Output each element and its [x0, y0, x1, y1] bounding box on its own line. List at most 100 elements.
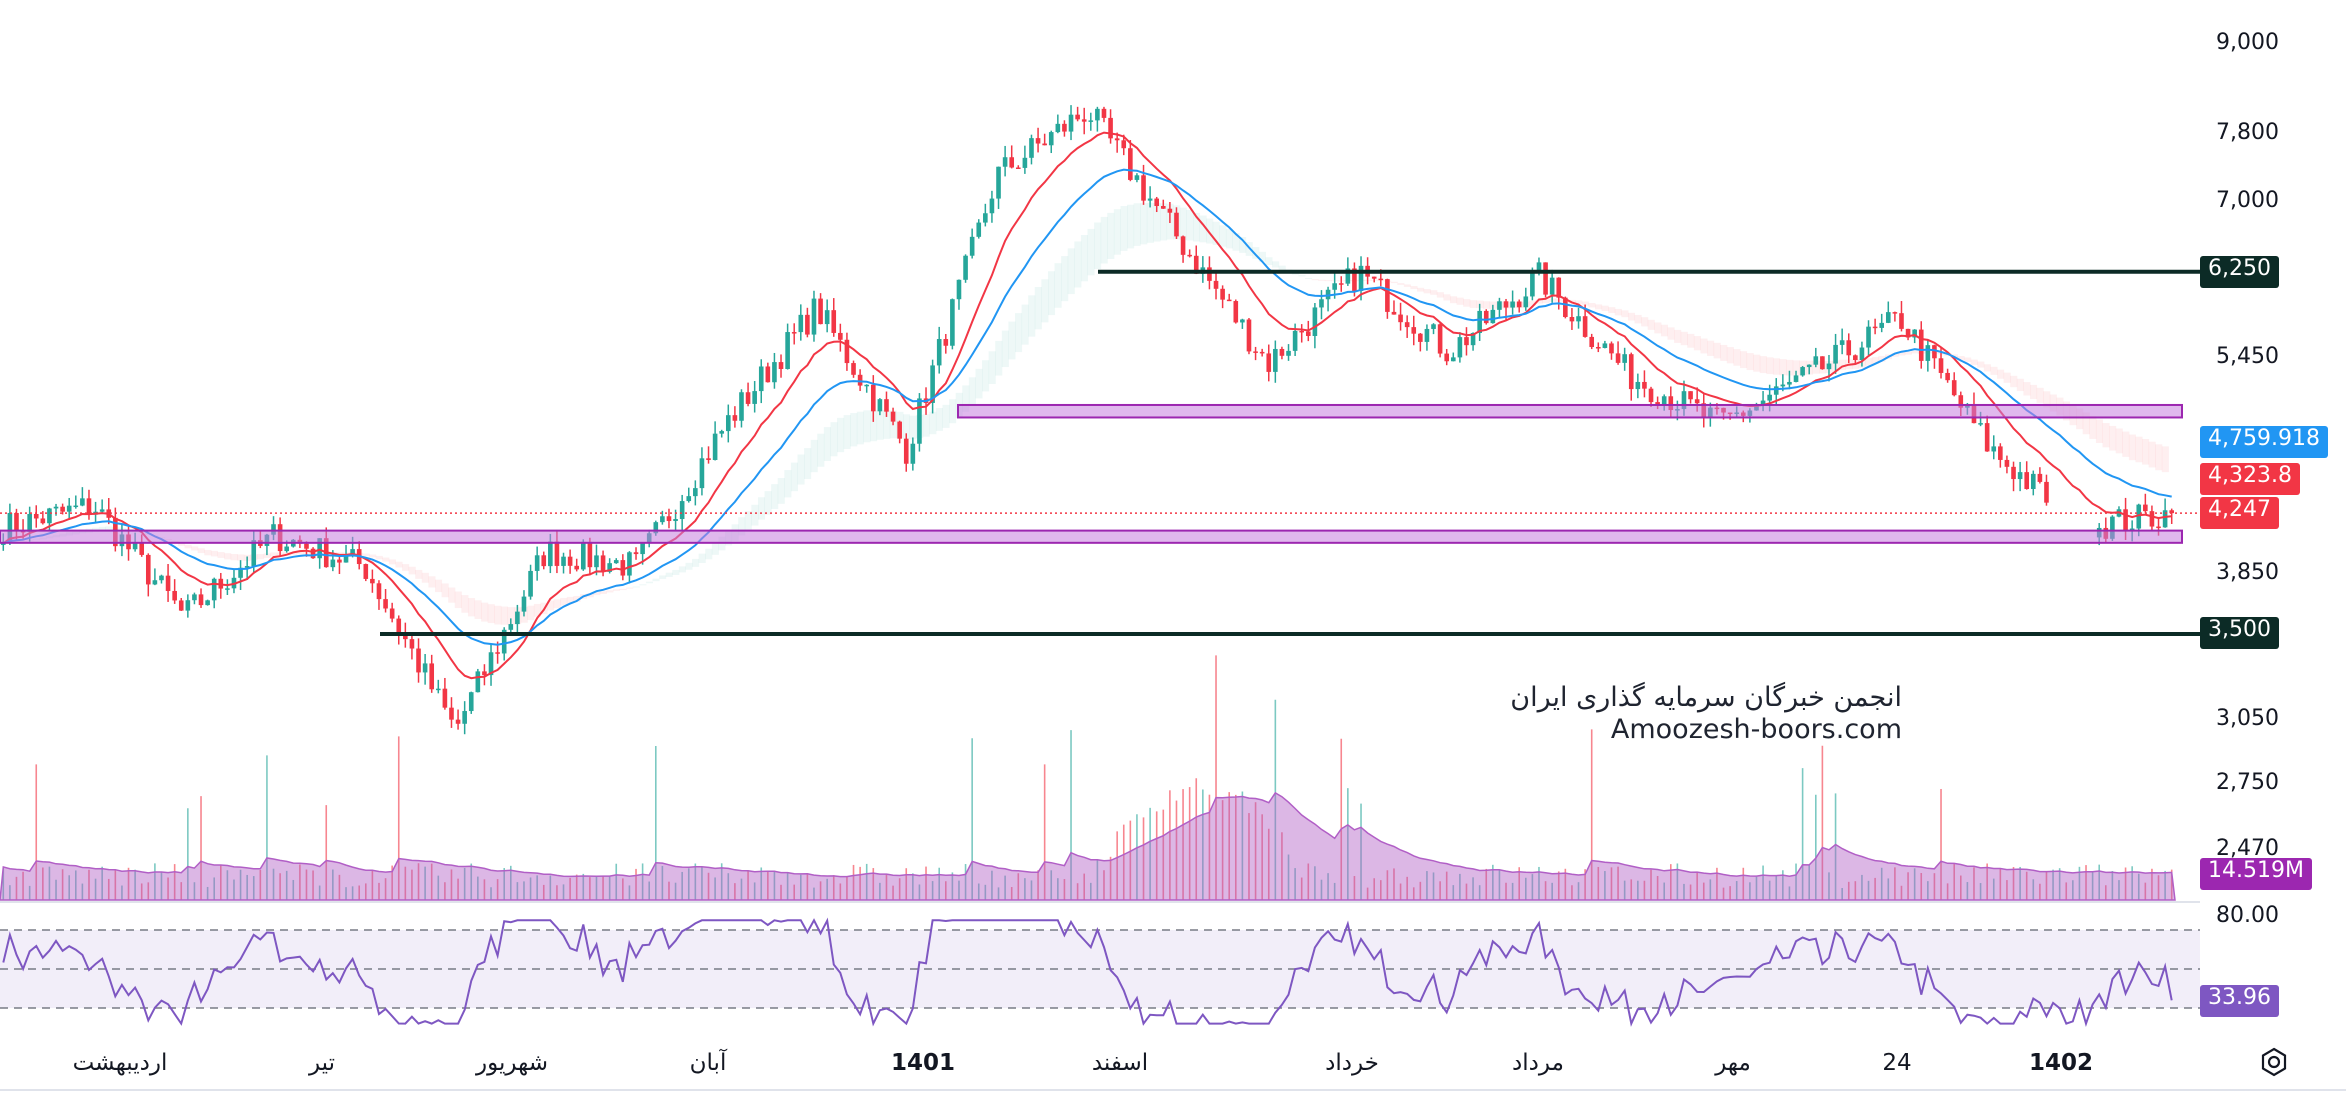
candle-body [66, 505, 72, 512]
cloud-segment [1272, 261, 1280, 268]
cloud-segment [1997, 369, 2005, 379]
cloud-segment [2155, 444, 2163, 471]
candle-body [1418, 333, 1423, 342]
cloud-segment [1041, 279, 1049, 323]
cloud-segment [454, 591, 462, 609]
cloud-segment [1575, 300, 1583, 304]
price-axis-label: 5,450 [2216, 344, 2279, 369]
cloud-segment [1212, 221, 1220, 246]
cloud-segment [1021, 304, 1029, 345]
candle-body [2110, 516, 2115, 539]
cloud-segment [2148, 441, 2156, 468]
cloud-segment [2122, 431, 2130, 457]
cloud-segment [560, 597, 568, 606]
cloud-segment [1614, 308, 1622, 316]
candle-body [1101, 108, 1107, 118]
cloud-segment [1232, 233, 1240, 251]
candle-body [1233, 301, 1239, 323]
candle-body [1029, 138, 1034, 158]
horizontal-levels[interactable] [0, 269, 2200, 636]
candle-body [455, 719, 461, 724]
cloud-segment [105, 526, 113, 531]
candle-body [488, 652, 494, 676]
cloud-segment [487, 604, 495, 624]
candle-body [739, 392, 744, 421]
cloud-segment [1627, 312, 1636, 321]
candle-body [1279, 348, 1285, 356]
cloud-segment [1199, 215, 1207, 243]
cloud-segment [1983, 364, 1991, 372]
cloud-segment [2161, 446, 2169, 473]
cloud-segment [1535, 299, 1543, 304]
candle-body [1615, 353, 1621, 363]
candle-body [1424, 328, 1430, 342]
candle-body [1925, 345, 1931, 361]
candle-body [310, 548, 316, 559]
candle-body [73, 505, 79, 508]
candle-body [1668, 396, 1674, 411]
candle-body [1556, 277, 1562, 298]
price-axis-label: 9,000 [2216, 30, 2279, 55]
candle-body [1121, 140, 1127, 149]
candle-body [1246, 319, 1252, 352]
candle-body [805, 314, 810, 335]
candle-body [1879, 322, 1885, 328]
cloud-segment [626, 587, 634, 589]
candle-body [976, 222, 982, 237]
cloud-segment [1443, 294, 1451, 301]
cloud-segment [1127, 204, 1135, 249]
candle-body [686, 496, 692, 502]
cloud-segment [1634, 314, 1642, 324]
cloud-segment [2115, 428, 2123, 454]
level-low-tag[interactable]: 3,500 [2200, 617, 2279, 649]
settings-icon[interactable] [2258, 1046, 2290, 1078]
candle-body [1853, 355, 1858, 360]
candle-body [1226, 299, 1232, 302]
cloud-segment [652, 578, 660, 582]
cloud-segment [1595, 304, 1603, 310]
candle-body [864, 384, 870, 387]
candle-body [778, 362, 784, 370]
candle-body [1846, 340, 1852, 356]
candle-body [152, 580, 158, 585]
candle-body [1661, 396, 1667, 406]
candle-body [930, 365, 935, 403]
cloud-segment [982, 360, 990, 392]
candle-body [1820, 356, 1825, 370]
candle-body [627, 552, 632, 576]
cloud-segment [1311, 279, 1319, 281]
candle-body [330, 559, 336, 568]
candle-body [1576, 316, 1581, 322]
cloud-segment [1680, 331, 1688, 346]
candle-body [712, 433, 718, 460]
cloud-segment [929, 411, 937, 435]
cloud-segment [692, 558, 700, 567]
candle-body [80, 498, 85, 506]
cloud-segment [1601, 305, 1609, 312]
cloud-segment [217, 552, 225, 558]
candle-body [870, 384, 876, 412]
candle-body [1332, 283, 1337, 290]
cloud-segment [1990, 366, 1998, 375]
cloud-segment [415, 569, 423, 579]
candle-body [528, 570, 533, 597]
candle-body [435, 688, 441, 691]
candle-body [699, 458, 705, 489]
cloud-segment [1529, 300, 1537, 306]
cloud-segment [659, 575, 667, 579]
cloud-segment [1720, 344, 1728, 361]
candle-body [1866, 326, 1871, 348]
candle-body [1075, 114, 1080, 120]
level-high-tag[interactable]: 6,250 [2200, 256, 2279, 288]
candle-body [363, 564, 369, 579]
candle-body [383, 599, 388, 609]
candle-body [1503, 301, 1509, 308]
cloud-segment [1898, 352, 1906, 356]
candle-body [1688, 391, 1693, 400]
candle-body [1128, 148, 1133, 180]
candle-body [950, 299, 955, 346]
candle-body [1694, 399, 1700, 404]
candle-body [1872, 326, 1878, 329]
candle-body [1833, 344, 1838, 364]
